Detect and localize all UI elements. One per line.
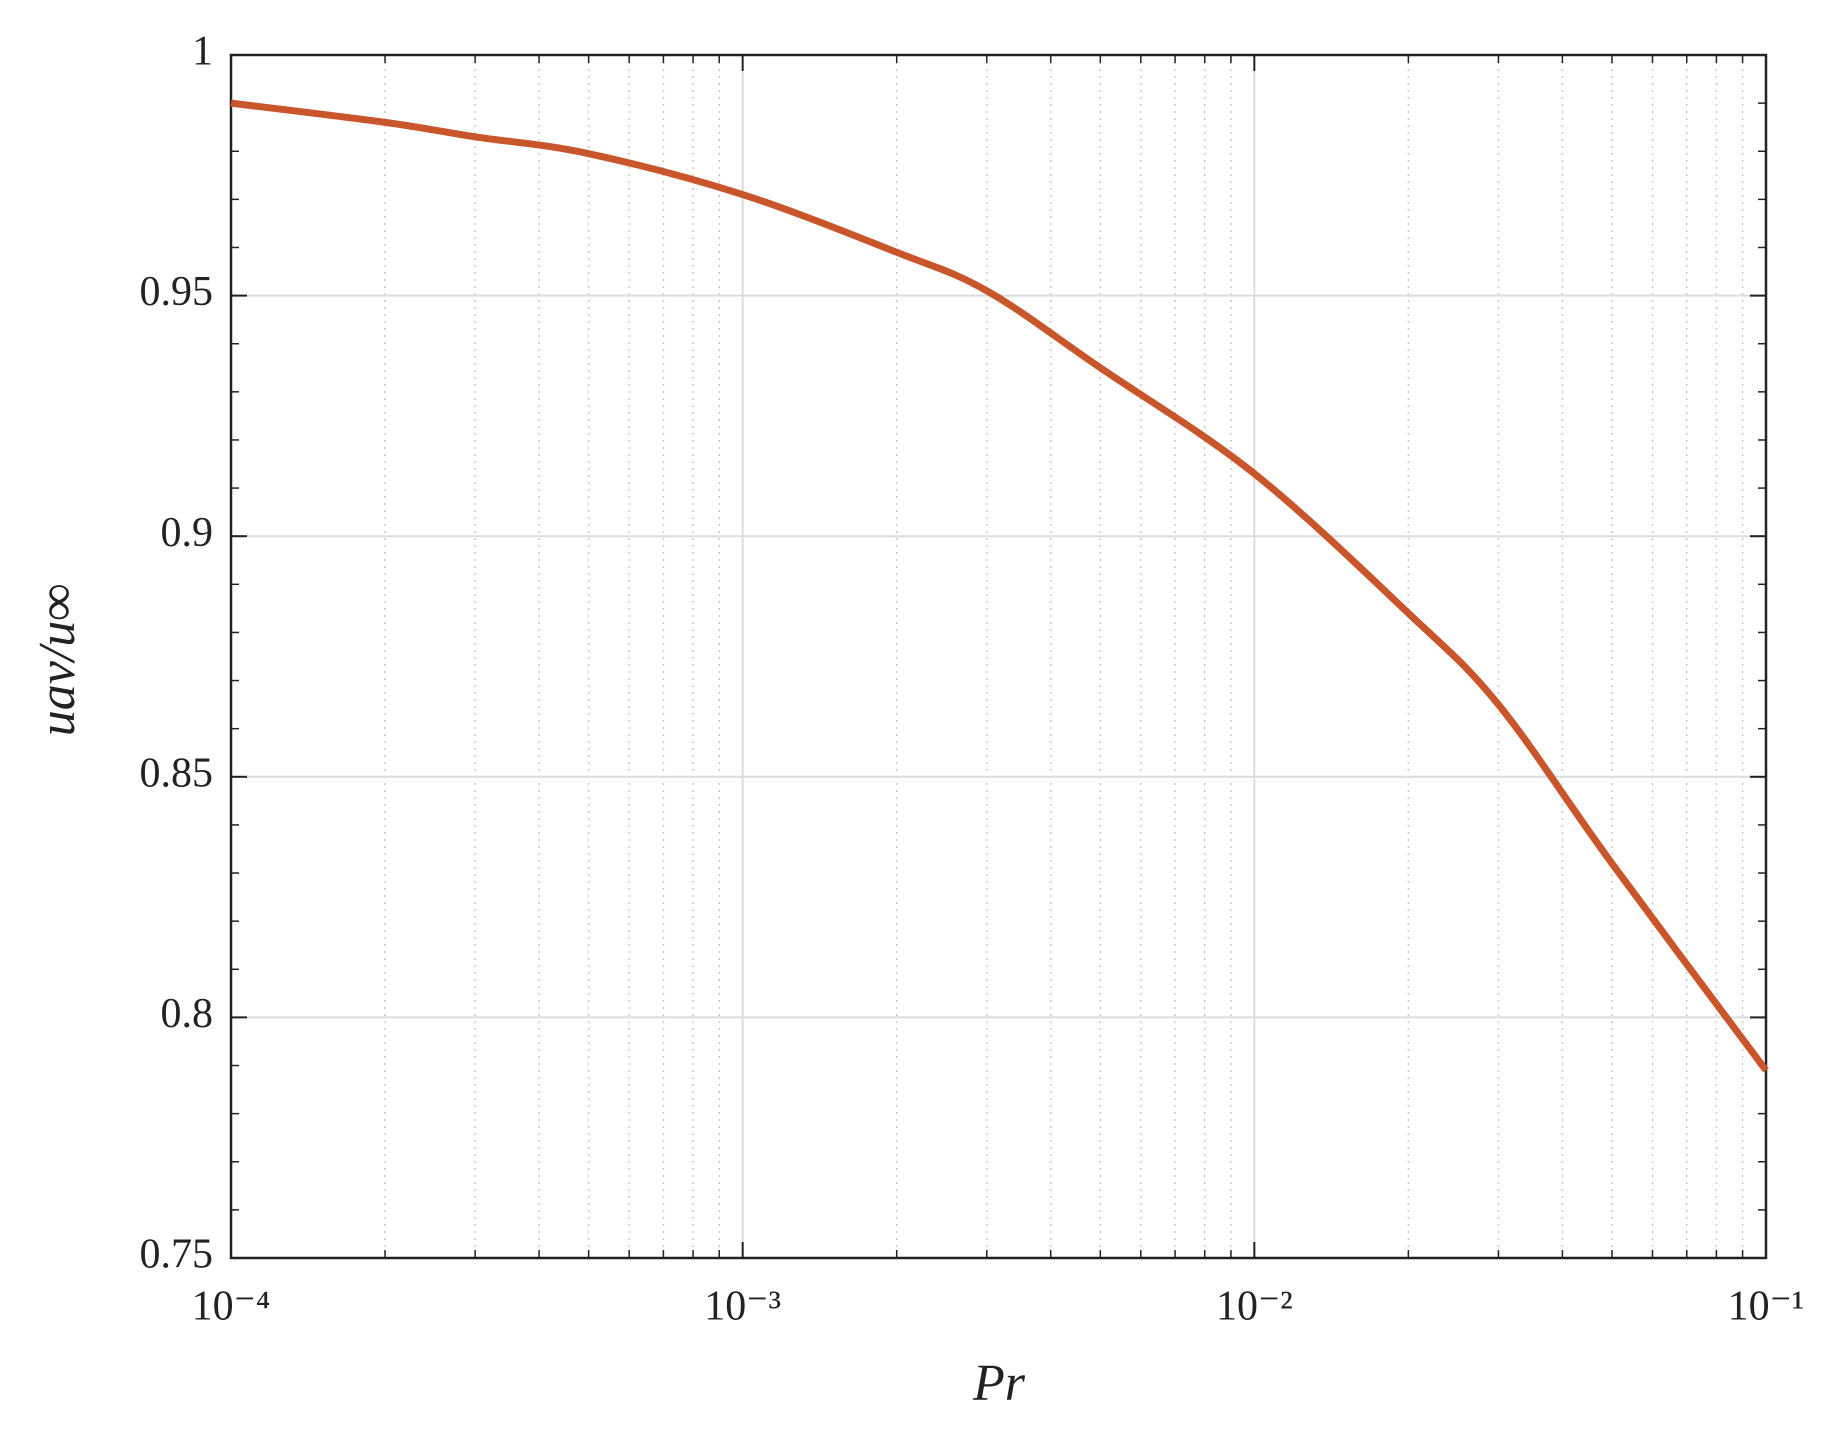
y-tick-label: 0.85 — [140, 750, 214, 796]
x-tick-label: 10⁻² — [1216, 1284, 1293, 1330]
x-axis-label: Pr — [972, 1355, 1026, 1412]
x-tick-label: 10⁻³ — [704, 1284, 781, 1330]
x-tick-label: 10⁻⁴ — [192, 1284, 271, 1330]
y-tick-label: 0.95 — [140, 269, 214, 315]
y-axis-label: uav/u∞ — [29, 584, 86, 737]
y-tick-label: 0.75 — [140, 1232, 214, 1278]
y-tick-label: 1 — [192, 29, 213, 75]
y-tick-label: 0.8 — [161, 991, 214, 1037]
x-tick-label: 10⁻¹ — [1728, 1284, 1805, 1330]
plot-frame — [229, 53, 1768, 1260]
y-tick-label: 0.9 — [161, 510, 214, 556]
data-line — [230, 99, 1769, 1073]
